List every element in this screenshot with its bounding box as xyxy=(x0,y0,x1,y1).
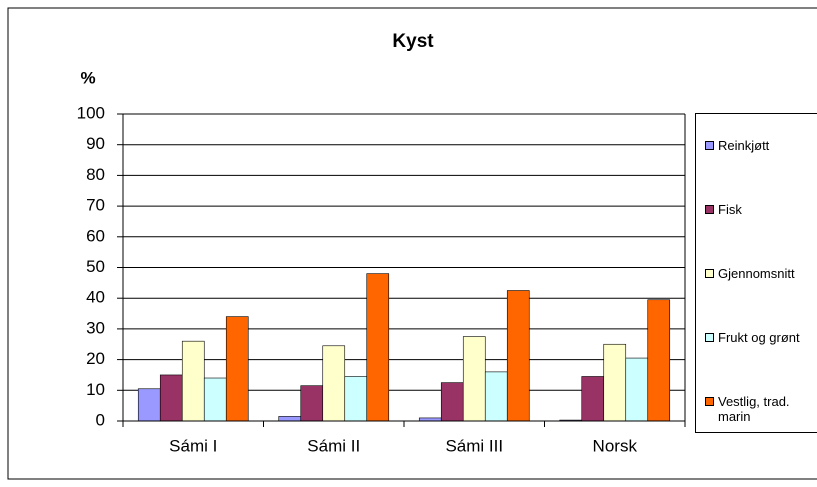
legend-label: Frukt og grønt xyxy=(718,330,800,345)
y-tick-label: 30 xyxy=(86,318,105,337)
legend-swatch xyxy=(705,269,714,278)
legend-item: Gjennomsnitt xyxy=(705,266,817,281)
legend-swatch xyxy=(705,397,714,406)
bar xyxy=(506,290,530,422)
bar xyxy=(278,416,302,422)
bar xyxy=(366,273,390,422)
bar xyxy=(225,316,249,422)
bar xyxy=(625,357,649,422)
bar xyxy=(440,382,464,422)
legend-label: Fisk xyxy=(718,202,742,217)
bar xyxy=(484,371,508,422)
legend-label: Vestlig, trad. marin xyxy=(718,394,790,424)
y-tick-label: 80 xyxy=(86,165,105,184)
bar xyxy=(322,345,346,422)
bar xyxy=(159,374,183,422)
y-tick-label: 0 xyxy=(96,410,105,429)
bar xyxy=(181,340,205,422)
y-tick-label: 60 xyxy=(86,226,105,245)
y-axis-label: % xyxy=(80,68,95,87)
legend-swatch xyxy=(705,205,714,214)
legend-item: Fisk xyxy=(705,202,817,217)
x-tick-label: Sámi I xyxy=(169,436,217,455)
x-tick-label: Sámi II xyxy=(307,436,360,455)
legend-item: Frukt og grønt xyxy=(705,330,817,345)
bar xyxy=(603,343,627,422)
bar xyxy=(137,388,161,422)
y-tick-label: 10 xyxy=(86,380,105,399)
bar xyxy=(462,336,486,422)
bar xyxy=(647,299,671,422)
legend-swatch xyxy=(705,333,714,342)
y-tick-label: 50 xyxy=(86,257,105,276)
bar xyxy=(581,376,605,422)
y-tick-label: 20 xyxy=(86,349,105,368)
legend-item: Vestlig, trad. marin xyxy=(705,394,817,424)
x-tick-label: Norsk xyxy=(593,436,638,455)
legend-item: Reinkjøtt xyxy=(705,138,817,153)
y-tick-label: 70 xyxy=(86,196,105,215)
y-tick-label: 100 xyxy=(77,103,105,122)
bar xyxy=(203,377,227,422)
x-tick-label: Sámi III xyxy=(445,436,503,455)
bar xyxy=(344,376,368,422)
legend-swatch xyxy=(705,141,714,150)
bar xyxy=(300,385,324,422)
legend-label: Reinkjøtt xyxy=(718,138,770,153)
legend-label: Gjennomsnitt xyxy=(718,266,795,281)
y-tick-label: 40 xyxy=(86,288,105,307)
chart-title: Kyst xyxy=(392,31,434,52)
y-tick-label: 90 xyxy=(86,134,105,153)
legend: Reinkjøtt Fisk Gjennomsnitt Frukt og grønt V… xyxy=(695,113,817,433)
